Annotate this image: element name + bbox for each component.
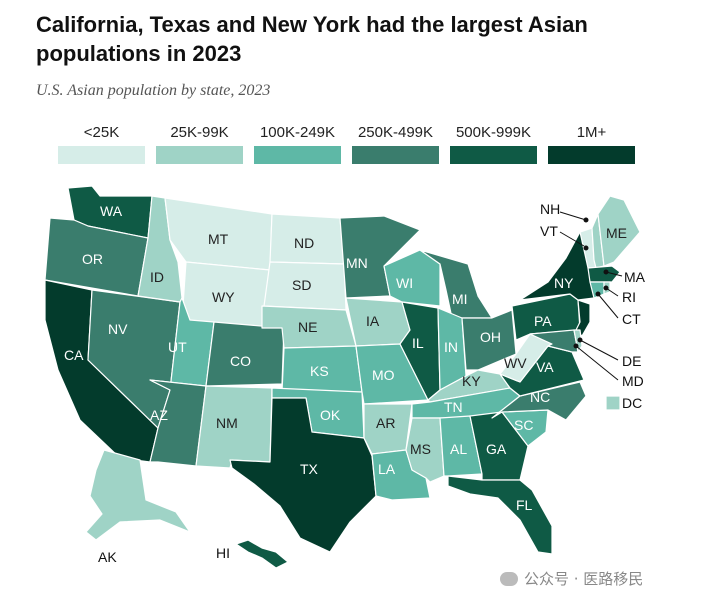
label-ID: ID: [150, 269, 164, 285]
chart-subtitle: U.S. Asian population by state, 2023: [36, 82, 271, 99]
label-AZ: AZ: [150, 407, 168, 423]
label-AR: AR: [376, 415, 395, 431]
label-OR: OR: [82, 251, 103, 267]
label-FL: FL: [516, 497, 533, 513]
legend-label: 1M+: [576, 124, 607, 141]
label-WV: WV: [504, 355, 527, 371]
legend-item-5: 1M+: [548, 124, 635, 168]
label-MN: MN: [346, 255, 368, 271]
label-RI: RI: [622, 289, 636, 305]
us-map: WA OR CA NV ID MT WY UT CO AZ NM ND SD N…: [44, 185, 646, 569]
label-LA: LA: [378, 461, 396, 477]
label-ME: ME: [606, 225, 627, 241]
legend-item-0: <25K: [58, 124, 145, 168]
label-NM: NM: [216, 415, 238, 431]
state-DC[interactable]: [605, 395, 621, 411]
label-MD: MD: [622, 373, 644, 389]
label-HI: HI: [216, 545, 230, 561]
state-AK[interactable]: [85, 449, 191, 541]
legend-swatch: [548, 146, 635, 164]
label-NY: NY: [554, 275, 574, 291]
label-KY: KY: [462, 373, 481, 389]
legend-label: 500K-999K: [455, 124, 532, 141]
label-CO: CO: [230, 353, 251, 369]
state-AL[interactable]: [439, 415, 483, 477]
label-PA: PA: [534, 313, 552, 329]
watermark: 公众号 · 医路移民: [500, 568, 643, 589]
label-KS: KS: [310, 363, 329, 379]
state-NJ[interactable]: [575, 299, 591, 337]
label-IL: IL: [412, 335, 424, 351]
legend-label: 25K-99K: [170, 124, 229, 141]
legend: <25K 25K-99K 100K-249K 250K-499K 500K-99…: [58, 124, 636, 168]
legend-swatch: [254, 146, 341, 164]
legend-item-4: 500K-999K: [450, 124, 537, 168]
label-TX: TX: [300, 461, 319, 477]
label-IA: IA: [366, 313, 380, 329]
label-TN: TN: [444, 399, 463, 415]
legend-label: 100K-249K: [259, 124, 336, 141]
leader-lines: [559, 211, 623, 381]
state-FL[interactable]: [447, 475, 553, 555]
state-TX[interactable]: [229, 397, 377, 553]
label-DC: DC: [622, 395, 642, 411]
label-MO: MO: [372, 367, 395, 383]
legend-label: 250K-499K: [357, 124, 434, 141]
legend-item-2: 100K-249K: [254, 124, 341, 168]
label-VA: VA: [536, 359, 554, 375]
watermark-text: 公众号 · 医路移民: [524, 570, 644, 588]
label-IN: IN: [444, 339, 458, 355]
label-OH: OH: [480, 329, 501, 345]
label-DE: DE: [622, 353, 641, 369]
label-CA: CA: [64, 347, 84, 363]
legend-swatch: [58, 146, 145, 164]
legend-label: <25K: [83, 124, 120, 141]
wechat-icon: [500, 572, 518, 586]
chart-title: California, Texas and New York had the l…: [36, 12, 588, 66]
label-ND: ND: [294, 235, 314, 251]
legend-swatch: [156, 146, 243, 164]
state-HI[interactable]: [235, 539, 289, 569]
label-AL: AL: [450, 441, 467, 457]
label-WA: WA: [100, 203, 123, 219]
state-labels: WA OR CA NV ID MT WY UT CO AZ NM ND SD N…: [64, 201, 646, 565]
label-WI: WI: [396, 275, 413, 291]
legend-item-1: 25K-99K: [156, 124, 243, 168]
legend-item-3: 250K-499K: [352, 124, 439, 168]
legend-swatch: [450, 146, 537, 164]
label-MI: MI: [452, 291, 468, 307]
label-MS: MS: [410, 441, 431, 457]
label-AK: AK: [98, 549, 117, 565]
label-CT: CT: [622, 311, 641, 327]
label-MA: MA: [624, 269, 646, 285]
label-NE: NE: [298, 319, 317, 335]
state-MA[interactable]: [587, 265, 621, 283]
label-SC: SC: [514, 417, 533, 433]
label-VT: VT: [540, 223, 558, 239]
label-GA: GA: [486, 441, 507, 457]
label-UT: UT: [168, 339, 187, 355]
label-MT: MT: [208, 231, 229, 247]
label-NC: NC: [530, 389, 550, 405]
label-SD: SD: [292, 277, 311, 293]
label-NH: NH: [540, 201, 560, 217]
label-WY: WY: [212, 289, 235, 305]
state-ME[interactable]: [597, 195, 641, 267]
label-NJ: NJ: [588, 323, 605, 339]
label-NV: NV: [108, 321, 128, 337]
label-OK: OK: [320, 407, 341, 423]
legend-swatch: [352, 146, 439, 164]
